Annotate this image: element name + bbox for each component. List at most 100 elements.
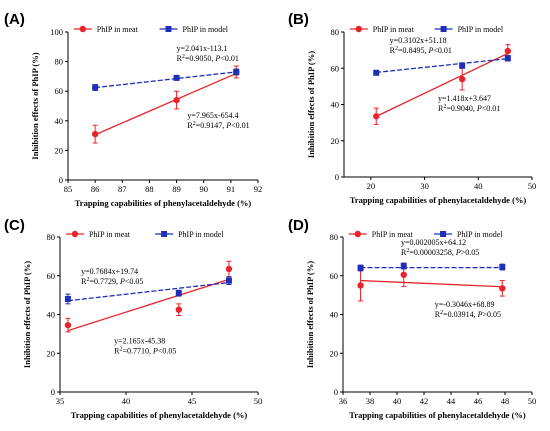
p-label: P bbox=[455, 248, 461, 257]
series-model bbox=[357, 262, 506, 272]
y-tick-label: 80 bbox=[55, 57, 64, 67]
legend-label: PhIP in meat bbox=[97, 25, 139, 34]
x-tick-label: 30 bbox=[420, 181, 429, 191]
legend-label: PhIP in model bbox=[178, 230, 224, 239]
y-tick-label: 0 bbox=[334, 387, 338, 397]
series-model bbox=[373, 55, 511, 76]
y-tick-label: 0 bbox=[51, 387, 55, 397]
data-point-square bbox=[459, 62, 466, 69]
legend-item-model: PhIP in model bbox=[155, 230, 224, 239]
data-point-circle bbox=[499, 285, 506, 292]
x-tick-label: 90 bbox=[199, 184, 208, 194]
x-tick-label: 85 bbox=[64, 184, 73, 194]
regression-annotation-meat: y=7.965x-654.4R2=0.9147, P<0.01 bbox=[187, 111, 249, 130]
legend-label: PhIP in model bbox=[183, 25, 229, 34]
p-value: <0.05 bbox=[158, 347, 177, 356]
r-squared-value: =0.9050, bbox=[185, 54, 216, 63]
p-value: >0.05 bbox=[483, 310, 502, 319]
series-meat bbox=[357, 262, 506, 302]
p-value: >0.05 bbox=[461, 248, 480, 257]
data-point-square bbox=[504, 55, 511, 62]
regression-stats: R2=0.03914, P>0.05 bbox=[435, 310, 501, 319]
x-tick-label: 35 bbox=[56, 396, 65, 406]
p-label: P bbox=[476, 104, 482, 113]
regression-equation: y=0.3102x+51.18 bbox=[390, 36, 447, 45]
legend-marker-circle bbox=[354, 230, 361, 238]
r-squared-superscript: 2 bbox=[395, 46, 398, 52]
y-tick-label: 20 bbox=[330, 348, 339, 358]
y-tick-label: 100 bbox=[50, 27, 63, 37]
x-tick-label: 50 bbox=[254, 396, 263, 406]
r-squared-prefix: R bbox=[114, 347, 120, 356]
legend-item-meat: PhIP in meat bbox=[349, 25, 415, 34]
y-tick-label: 80 bbox=[330, 232, 339, 242]
legend-label: PhIP in model bbox=[457, 230, 503, 239]
x-tick-label: 87 bbox=[118, 184, 127, 194]
legend-item-model: PhIP in model bbox=[434, 230, 503, 239]
regression-stats: R2=0.9050, P<0.01 bbox=[177, 54, 239, 63]
legend-marker-square bbox=[165, 26, 172, 32]
p-label: P bbox=[428, 46, 434, 55]
x-tick-label: 50 bbox=[528, 396, 537, 406]
x-tick-label: 86 bbox=[91, 184, 100, 194]
x-tick-label: 20 bbox=[367, 181, 376, 191]
chart-panel-3: (C) 0 20 40 60 80 35 40 45 50 Trapping capabilitie… bbox=[4, 217, 262, 420]
r-squared-prefix: R bbox=[177, 54, 183, 63]
y-tick-label: 0 bbox=[59, 175, 63, 185]
data-point-circle bbox=[458, 75, 466, 83]
regression-annotation-model: y=2.041x-113.1R2=0.9050, P<0.01 bbox=[177, 44, 239, 63]
y-tick-label: 40 bbox=[331, 100, 340, 110]
y-tick-label: 60 bbox=[331, 63, 340, 73]
y-tick-label: 80 bbox=[47, 232, 56, 242]
data-point-square bbox=[400, 263, 407, 270]
regression-stats: R2=0.9147, P<0.01 bbox=[187, 121, 249, 130]
r-squared-value: =0.7710, bbox=[122, 347, 153, 356]
panel-label: (A) bbox=[4, 11, 25, 28]
regression-line bbox=[95, 71, 237, 89]
legend-item-meat: PhIP in meat bbox=[65, 230, 131, 239]
x-tick-label: 42 bbox=[420, 396, 429, 406]
series-meat bbox=[64, 260, 233, 333]
legend-marker-circle bbox=[355, 25, 362, 33]
regression-stats: R2=0.00003258, P>0.05 bbox=[401, 248, 479, 257]
regression-equation: y=2.041x-113.1 bbox=[177, 44, 228, 53]
regression-line bbox=[375, 52, 509, 118]
x-tick-label: 92 bbox=[254, 184, 263, 194]
x-tick-label: 88 bbox=[145, 184, 154, 194]
x-axis-title: Trapping capabilities of phenylacetaldeh… bbox=[75, 198, 252, 208]
panel-label: (B) bbox=[288, 11, 309, 28]
panel-label: (C) bbox=[4, 217, 25, 234]
x-tick-label: 36 bbox=[339, 396, 348, 406]
x-tick-label: 40 bbox=[393, 396, 402, 406]
r-squared-superscript: 2 bbox=[119, 347, 122, 353]
x-tick-label: 91 bbox=[227, 184, 236, 194]
r-squared-prefix: R bbox=[435, 310, 441, 319]
data-point-circle bbox=[400, 271, 407, 278]
legend-item-model: PhIP in model bbox=[159, 25, 229, 34]
r-squared-prefix: R bbox=[401, 248, 407, 257]
data-point-circle bbox=[91, 130, 99, 138]
p-value: <0.01 bbox=[482, 104, 501, 113]
x-tick-label: 45 bbox=[188, 396, 197, 406]
regression-line bbox=[360, 279, 503, 288]
regression-stats: R2=0.9040, P<0.01 bbox=[438, 104, 500, 113]
x-axis-title: Trapping capabilities of phenylacetaldeh… bbox=[349, 410, 526, 420]
regression-line bbox=[94, 72, 237, 136]
x-axis-title: Trapping capabilities of phenylacetaldeh… bbox=[350, 195, 527, 205]
y-axis-title: Inhibition effects of PhIP (%) bbox=[30, 52, 40, 159]
x-tick-label: 46 bbox=[474, 396, 483, 406]
data-point-square bbox=[92, 84, 99, 91]
x-tick-label: 50 bbox=[528, 181, 537, 191]
r-squared-superscript: 2 bbox=[182, 54, 185, 60]
data-point-square bbox=[233, 68, 240, 75]
regression-stats: R2=0.7729, P<0.05 bbox=[81, 277, 143, 286]
p-value: <0.01 bbox=[231, 121, 250, 130]
data-point-circle bbox=[504, 47, 512, 55]
y-tick-label: 80 bbox=[331, 27, 340, 37]
data-point-square bbox=[499, 264, 506, 271]
